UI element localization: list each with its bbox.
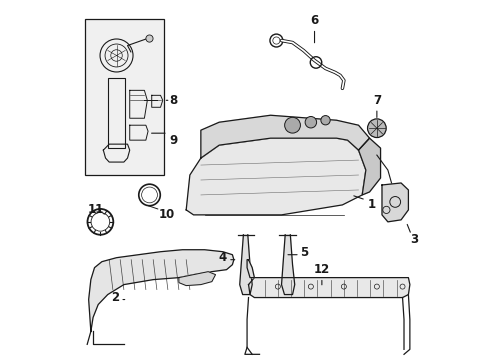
Text: 3: 3 (409, 233, 417, 246)
Polygon shape (186, 138, 365, 215)
Polygon shape (281, 235, 294, 294)
Text: 4: 4 (218, 251, 226, 264)
Text: 5: 5 (300, 246, 308, 259)
Text: 2: 2 (111, 291, 119, 304)
Circle shape (305, 117, 316, 128)
Text: 7: 7 (372, 94, 380, 107)
Text: 11: 11 (88, 203, 104, 216)
Text: 12: 12 (313, 263, 329, 276)
Polygon shape (179, 272, 215, 285)
Text: 1: 1 (367, 198, 375, 211)
Circle shape (145, 35, 153, 42)
Polygon shape (201, 115, 369, 158)
Circle shape (367, 119, 386, 138)
Bar (85, 19, 164, 175)
Polygon shape (246, 260, 254, 278)
Polygon shape (239, 235, 252, 294)
Text: 10: 10 (158, 208, 174, 221)
Circle shape (320, 116, 329, 125)
Bar (107, 78, 125, 148)
Polygon shape (248, 278, 409, 298)
Polygon shape (88, 250, 233, 332)
Polygon shape (381, 183, 407, 222)
Text: 8: 8 (169, 94, 178, 107)
Text: 6: 6 (310, 14, 318, 27)
Text: 9: 9 (169, 134, 178, 147)
Polygon shape (358, 138, 380, 195)
Circle shape (284, 117, 300, 133)
